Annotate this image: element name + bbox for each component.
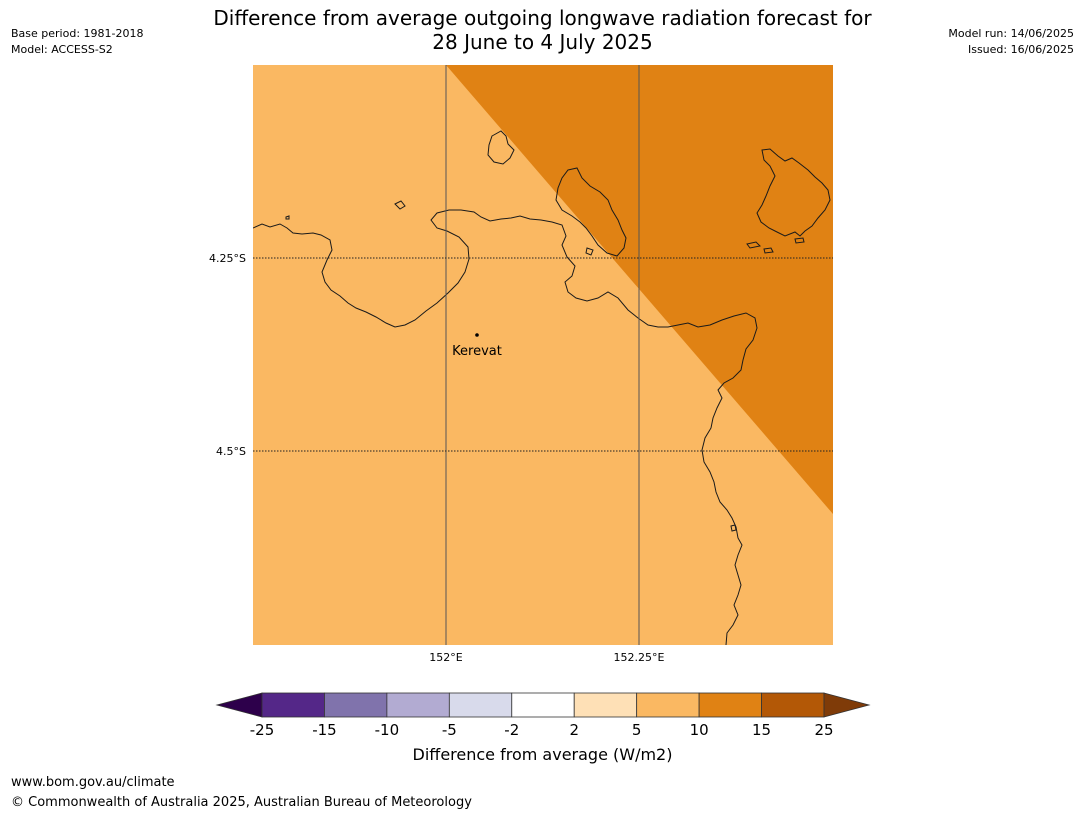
title-line-1: Difference from average outgoing longwav…	[213, 6, 872, 30]
footer-url[interactable]: www.bom.gov.au/climate	[11, 775, 175, 790]
coastline-island-north	[487, 130, 515, 165]
gridlines	[253, 65, 833, 645]
colorbar-tick-label: 15	[752, 721, 771, 739]
coastline-islet-g	[730, 524, 737, 532]
colorbar-box	[261, 692, 325, 718]
coastline-peninsula	[555, 167, 627, 257]
coastline-islet-d	[746, 241, 762, 249]
lon-label-152-25: 152.25°E	[614, 651, 665, 664]
map: Kerevat 4.25°S 4.5°S 152°E 152.25°E	[209, 65, 833, 664]
colorbar-box	[386, 692, 450, 718]
lat-label-4-25: 4.25°S	[209, 252, 246, 265]
model-run: Model run: 14/06/2025	[948, 27, 1074, 40]
model-name: Model: ACCESS-S2	[11, 43, 113, 56]
colorbar-tick-label: 5	[632, 721, 642, 739]
coastline	[253, 130, 831, 645]
colorbar-box	[636, 692, 700, 718]
colorbar-extend-high	[823, 692, 871, 718]
chart-title: Difference from average outgoing longwav…	[150, 6, 935, 54]
colorbar-boxes	[215, 692, 871, 718]
colorbar-tick-label: -10	[375, 721, 400, 739]
colorbar-box	[761, 692, 825, 718]
colorbar-box	[698, 692, 762, 718]
colorbar-extend-low	[215, 692, 263, 718]
base-period: Base period: 1981-2018	[11, 27, 144, 40]
colorbar-tick-label: 10	[690, 721, 709, 739]
kerevat-marker	[475, 333, 479, 337]
colorbar-tick-label: -15	[312, 721, 337, 739]
colorbar-box	[448, 692, 513, 718]
coastline-islet-e	[763, 247, 774, 254]
colorbar-label: Difference from average (W/m2)	[412, 745, 673, 764]
coastline-main	[253, 209, 758, 645]
coastline-islet-f	[794, 237, 805, 244]
issued-date: Issued: 16/06/2025	[967, 43, 1074, 56]
colorbar-tick-label: -2	[504, 721, 519, 739]
colorbar-tick-label: -25	[250, 721, 275, 739]
title-line-2: 28 June to 4 July 2025	[432, 30, 653, 54]
coastline-duke-of-york	[756, 148, 831, 237]
coastline-islet-a	[585, 247, 594, 256]
colorbar-tick-label: -5	[442, 721, 457, 739]
lon-label-152: 152°E	[429, 651, 462, 664]
coastline-islet-b	[394, 200, 406, 210]
kerevat-label: Kerevat	[452, 344, 502, 359]
colorbar-tick-label: 2	[569, 721, 579, 739]
meta-left: Base period: 1981-2018 Model: ACCESS-S2	[11, 26, 143, 58]
meta-right: Model run: 14/06/2025 Issued: 16/06/2025	[948, 26, 1074, 58]
colorbar: -25 -15 -10 -5 -2 2 5 10 15 25	[215, 692, 871, 739]
lat-label-4-5: 4.5°S	[216, 445, 246, 458]
colorbar-box	[511, 692, 575, 718]
colorbar-box	[573, 692, 638, 718]
coastline-islet-c	[285, 215, 290, 220]
footer-copyright: © Commonwealth of Australia 2025, Austra…	[11, 795, 472, 810]
colorbar-ticks: -25 -15 -10 -5 -2 2 5 10 15 25	[250, 721, 834, 739]
colorbar-tick-label: 25	[814, 721, 833, 739]
colorbar-box	[324, 692, 388, 718]
